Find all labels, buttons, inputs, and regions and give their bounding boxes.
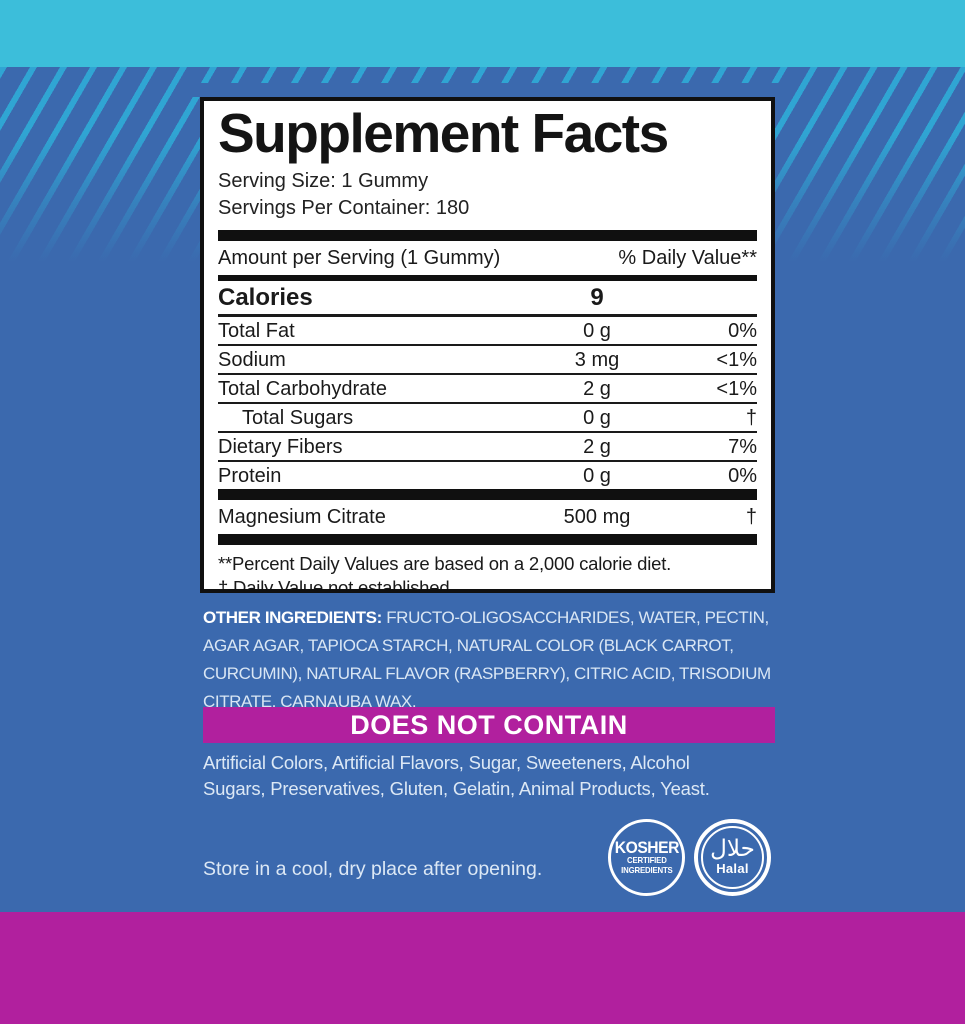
divider-thick bbox=[218, 489, 757, 501]
servings-per-container: Servings Per Container: 180 bbox=[218, 196, 470, 219]
footnote-dagger: † Daily Value not established. bbox=[218, 577, 455, 593]
does-not-contain-title: DOES NOT CONTAIN bbox=[350, 709, 628, 740]
halal-certified-badge-icon: حلال Halal bbox=[694, 819, 771, 896]
serving-size: Serving Size: 1 Gummy bbox=[218, 170, 429, 193]
nutrient-name: Dietary Fibers bbox=[218, 436, 343, 459]
storage-instructions: Store in a cool, dry place after opening… bbox=[203, 858, 543, 880]
other-ingredients: OTHER INGREDIENTS: FRUCTO-OLIGOSACCHARID… bbox=[203, 604, 843, 716]
table-row: Total Sugars 0 g † bbox=[218, 404, 757, 434]
footnotes: **Percent Daily Values are based on a 2,… bbox=[218, 552, 757, 593]
kosher-line1: KOSHER bbox=[614, 838, 679, 858]
supplement-facts-panel: Supplement Facts Serving Size: 1 Gummy S… bbox=[200, 97, 775, 593]
nutrient-dv: <1% bbox=[716, 349, 757, 372]
table-row: Total Carbohydrate 2 g <1% bbox=[218, 375, 757, 405]
does-not-contain-banner: DOES NOT CONTAIN bbox=[203, 707, 775, 743]
nutrient-amount: 2 g bbox=[583, 436, 611, 459]
kosher-badge-text: KOSHER CERTIFIED INGREDIENTS bbox=[614, 838, 679, 876]
kosher-line3: INGREDIENTS bbox=[620, 865, 673, 875]
magnesium-citrate-row: Magnesium Citrate 500 mg † bbox=[218, 500, 757, 534]
amount-per-serving-label: Amount per Serving (1 Gummy) bbox=[218, 247, 501, 270]
kosher-line2: CERTIFIED bbox=[626, 855, 667, 866]
nutrient-amount: 500 mg bbox=[563, 506, 631, 529]
other-ingredients-text: FRUCTO-OLIGOSACCHARIDES, WATER, PECTIN, … bbox=[203, 608, 771, 712]
nutrient-amount: 2 g bbox=[583, 378, 611, 401]
nutrient-amount: 0 g bbox=[583, 320, 611, 343]
table-row: Protein 0 g 0% bbox=[218, 462, 757, 489]
table-header-row: Amount per Serving (1 Gummy) % Daily Val… bbox=[218, 241, 757, 275]
serving-info: Serving Size: 1 Gummy Servings Per Conta… bbox=[218, 168, 757, 221]
nutrient-dv: <1% bbox=[716, 378, 757, 401]
nutrient-amount: 3 mg bbox=[574, 349, 620, 372]
kosher-certified-badge-icon: KOSHER CERTIFIED INGREDIENTS bbox=[608, 819, 685, 896]
divider-thick bbox=[218, 534, 757, 546]
nutrient-dv: † bbox=[745, 506, 757, 529]
nutrient-amount: 0 g bbox=[583, 465, 611, 488]
halal-inner-ring: حلال Halal bbox=[701, 826, 764, 889]
top-teal-band bbox=[0, 0, 965, 67]
nutrient-amount: 0 g bbox=[583, 407, 611, 430]
table-row: Dietary Fibers 2 g 7% bbox=[218, 433, 757, 463]
calories-row: Calories 9 bbox=[218, 281, 757, 318]
table-row: Sodium 3 mg <1% bbox=[218, 346, 757, 376]
nutrient-dv: 7% bbox=[728, 436, 757, 459]
nutrient-name: Total Carbohydrate bbox=[218, 378, 387, 401]
calories-value: 9 bbox=[590, 284, 604, 312]
bottom-magenta-band bbox=[0, 912, 965, 1024]
nutrient-dv: † bbox=[745, 407, 757, 430]
calories-label: Calories bbox=[218, 284, 313, 312]
panel-title: Supplement Facts bbox=[218, 102, 669, 164]
table-row: Total Fat 0 g 0% bbox=[218, 317, 757, 347]
nutrient-name: Sodium bbox=[218, 349, 286, 372]
divider-medium bbox=[218, 275, 757, 282]
panel-top-gap bbox=[192, 83, 778, 97]
halal-label: Halal bbox=[716, 861, 749, 877]
footnote-daily-values: **Percent Daily Values are based on a 2,… bbox=[218, 553, 672, 575]
nutrient-name: Total Sugars bbox=[242, 407, 354, 430]
halal-arabic-text: حلال bbox=[710, 836, 755, 863]
divider-thick bbox=[218, 230, 757, 242]
nutrient-dv: 0% bbox=[728, 320, 757, 343]
other-ingredients-label: OTHER INGREDIENTS: bbox=[203, 608, 382, 627]
daily-value-label: % Daily Value** bbox=[618, 247, 757, 270]
does-not-contain-items: Artificial Colors, Artificial Flavors, S… bbox=[203, 752, 710, 799]
nutrient-name: Total Fat bbox=[218, 320, 295, 343]
nutrient-name: Magnesium Citrate bbox=[218, 506, 386, 529]
nutrient-name: Protein bbox=[218, 465, 282, 488]
nutrient-dv: 0% bbox=[728, 465, 757, 488]
